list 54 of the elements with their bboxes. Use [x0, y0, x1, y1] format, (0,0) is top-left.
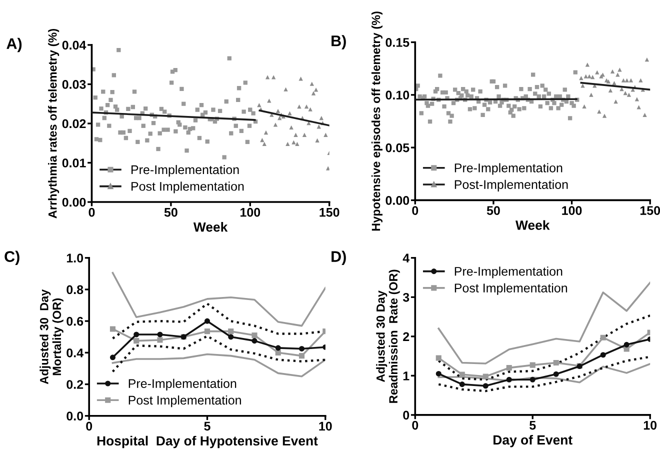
y-tick-label: 0.01 [62, 158, 86, 168]
x-tick-label: 0 [86, 422, 92, 431]
x-axis-title: Hospital Day of Hypotensive Event [97, 436, 318, 448]
y-tick-label: 3 [402, 292, 410, 302]
y-tick-label: 0.8 [66, 285, 84, 294]
x-tick-label: 50 [164, 208, 178, 217]
y-tick-label: 0.2 [66, 380, 84, 389]
y-tick-label: 0.04 [62, 40, 86, 50]
text: B) [332, 35, 346, 50]
x-axis-title: Week [516, 220, 550, 230]
legend-label: Pre-Implementation [454, 163, 562, 175]
y-tick-label: 0.00 [62, 198, 86, 207]
text: A) [6, 38, 22, 52]
y-axis-title: Adjusted 30 Day Readmission Rate (OR) [376, 270, 400, 403]
legend-label: Pre-Implementation [132, 164, 239, 177]
y-tick-label: 4 [402, 254, 410, 262]
x-tick-label: 10 [319, 422, 332, 431]
y-tick-label: 0.03 [62, 80, 86, 89]
x-tick-label: 150 [640, 206, 660, 215]
x-tick-label: 10 [644, 420, 657, 430]
x-tick-label: 0 [88, 208, 95, 217]
y-tick-label: 1 [403, 372, 410, 380]
y-tick-label: 0.10 [386, 90, 410, 100]
y-axis-title: Arrhythmia rates off telemetry (%) [48, 28, 60, 218]
y-tick-label: 0.05 [386, 143, 410, 152]
y-axis-title: Hypotensive episodes off telemetry (%) [371, 12, 382, 231]
x-tick-label: 100 [240, 208, 260, 217]
x-axis-title: Week [193, 222, 228, 232]
y-tick-label: 0.00 [386, 196, 410, 205]
y-tick-label: 0.4 [66, 348, 84, 358]
y-tick-label: 1.0 [66, 254, 84, 263]
x-tick-label: 5 [530, 420, 536, 430]
legend-label: Pre-Implementation [454, 266, 562, 278]
legend-label: Post Implementation [454, 283, 568, 295]
legend-label: Post Implementation [128, 395, 241, 408]
y-tick-label: 0.0 [66, 412, 84, 421]
x-tick-label: 0 [412, 206, 418, 215]
x-axis-title: Day of Event [494, 434, 572, 448]
y-tick-label: 0 [403, 410, 410, 420]
legend-label: Pre-Implementation [128, 378, 236, 390]
text: C) [4, 250, 20, 265]
y-tick-label: 2 [403, 332, 410, 341]
x-tick-label: 50 [486, 206, 500, 215]
y-axis-title: Adjusted 30 Day Mortality (OR) [40, 289, 64, 384]
y-tick-label: 0.02 [62, 119, 86, 128]
x-tick-label: 5 [204, 422, 210, 431]
y-tick-label: 0.15 [386, 38, 410, 47]
text: D) [332, 250, 346, 265]
y-tick-label: 0.6 [66, 316, 84, 326]
x-tick-label: 100 [562, 206, 582, 215]
legend-label: Post Implementation [132, 182, 244, 194]
legend-label: Post-Implementation [454, 180, 568, 192]
x-tick-label: 150 [320, 208, 340, 217]
x-tick-label: 0 [412, 420, 418, 430]
